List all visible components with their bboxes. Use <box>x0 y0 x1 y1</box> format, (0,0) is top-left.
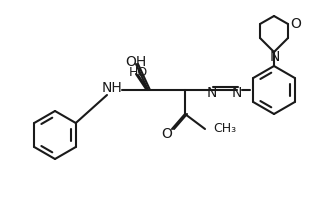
Text: N: N <box>207 86 217 100</box>
Text: NH: NH <box>102 81 122 95</box>
Text: CH₃: CH₃ <box>213 123 236 136</box>
Text: HO: HO <box>128 65 148 78</box>
Text: N: N <box>270 50 280 64</box>
Text: O: O <box>291 17 302 31</box>
Text: O: O <box>162 127 172 141</box>
Text: N: N <box>232 86 242 100</box>
Text: OH: OH <box>125 55 147 69</box>
